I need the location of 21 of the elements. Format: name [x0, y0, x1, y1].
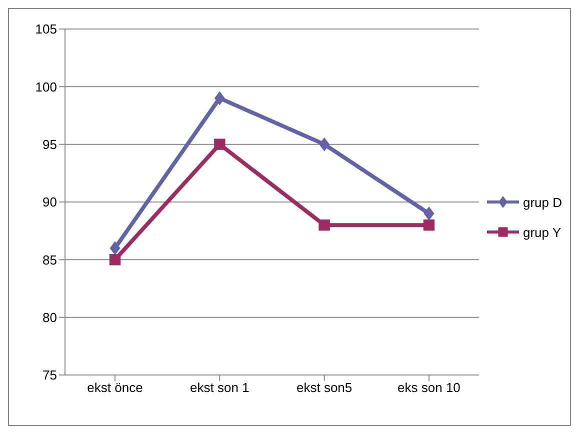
y-tick-label: 95: [42, 136, 57, 152]
x-tick-label: ekst son5: [296, 380, 352, 396]
y-tick-label: 85: [42, 252, 57, 268]
point: [318, 219, 330, 231]
point: [110, 241, 120, 256]
legend-label: grup Y: [522, 224, 562, 240]
x-tick-label: ekst son 1: [190, 380, 250, 396]
y-tick-label: 75: [42, 368, 57, 383]
point: [423, 219, 435, 231]
x-tick-label: eks son 10: [398, 380, 460, 396]
point: [319, 137, 330, 152]
x-tick-label: ekst önce: [87, 380, 143, 396]
y-tick-label: 100: [35, 79, 57, 94]
point: [214, 138, 226, 150]
y-tick-label: 90: [42, 194, 57, 210]
point: [214, 91, 225, 106]
y-tick-label: 105: [35, 22, 57, 37]
legend-label: grup D: [522, 194, 562, 210]
point: [424, 206, 434, 221]
y-tick-label: 80: [42, 310, 57, 325]
point: [109, 254, 121, 266]
